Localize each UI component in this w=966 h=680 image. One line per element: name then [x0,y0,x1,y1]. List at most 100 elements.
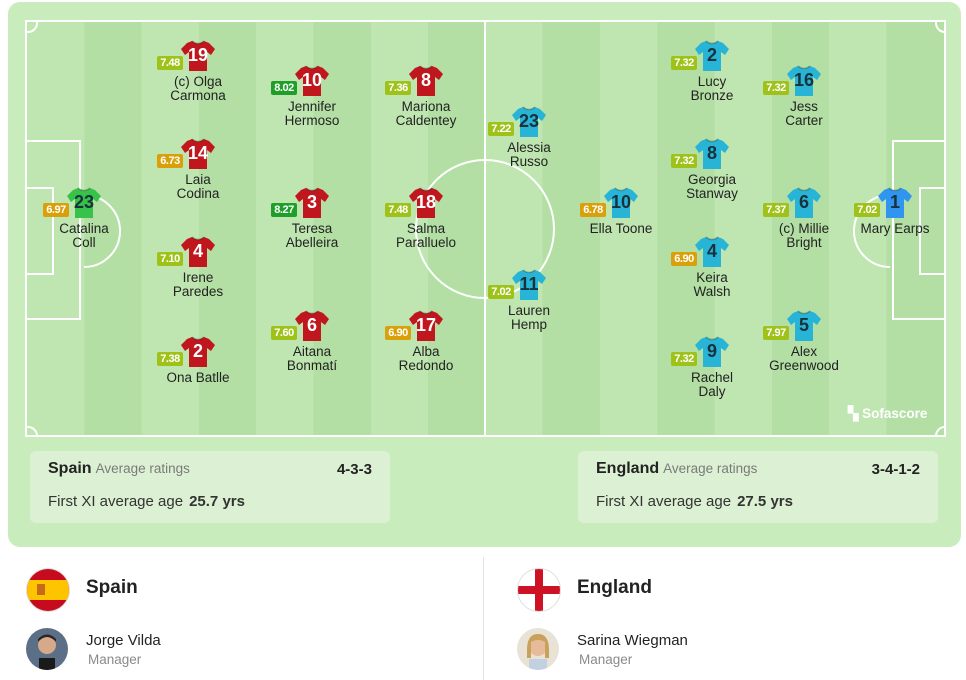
manager-role: Manager [579,652,633,667]
shirt-icon: 5 7.97 [763,310,821,342]
player-spain[interactable]: 3 8.27 Teresa Abelleira [237,187,387,250]
player-england[interactable]: 4 6.90 Keira Walsh [637,236,787,299]
player-england[interactable]: 11 7.02 Lauren Hemp [454,269,604,332]
shirt-number: 2 [706,45,717,65]
player-england[interactable]: 8 7.32 Georgia Stanway [637,138,787,201]
shirt-number: 1 [889,192,900,212]
shirt-number: 11 [519,274,539,294]
shirt-icon: 4 6.90 [671,236,729,268]
player-name: Alessia Russo [507,140,551,169]
player-spain[interactable]: 4 7.10 Irene Paredes [123,236,273,299]
summary-team: Spain Average ratings [48,460,190,478]
rating-badge: 7.10 [157,252,183,266]
corner-arc [27,22,38,33]
average-ratings-label: Average ratings [95,461,190,476]
corner-arc [935,426,944,435]
spain-flag-icon [26,568,70,612]
player-spain[interactable]: 23 6.97 Catalina Coll [9,187,159,250]
shirt-number: 16 [793,70,815,90]
left-goal-area [27,187,54,275]
rating-badge: 8.02 [271,81,297,95]
player-name: Keira Walsh [693,270,731,299]
lineup-card: 23 6.97 Catalina Coll 19 7.48 (c) Olga Carmon… [8,2,961,547]
shirt-number: 6 [798,192,809,212]
manager-avatar[interactable] [517,628,559,670]
player-spain[interactable]: 19 7.48 (c) Olga Carmona [123,40,273,103]
player-spain[interactable]: 2 7.38 Ona Batlle [123,336,273,385]
shirt-number: 23 [518,111,540,131]
sofascore-icon: ▚ [848,406,859,421]
manager-avatar[interactable] [26,628,68,670]
player-spain[interactable]: 10 8.02 Jennifer Hermoso [237,65,387,128]
player-england[interactable]: 10 6.78 Ella Toone [546,187,696,236]
shirt-icon: 14 6.73 [157,138,215,170]
shirt-number: 8 [706,143,717,163]
shirt-number: 10 [610,192,632,212]
shirt-number: 19 [187,45,209,65]
player-spain[interactable]: 8 7.36 Mariona Caldentey [351,65,501,128]
player-spain[interactable]: 14 6.73 Laia Codina [123,138,273,201]
player-england[interactable]: 2 7.32 Lucy Bronze [637,40,787,103]
player-england[interactable]: 6 7.37 (c) Millie Bright [729,187,879,250]
shirt-number: 14 [187,143,209,163]
rating-badge: 7.38 [157,352,183,366]
player-name: Lucy Bronze [690,74,734,103]
shirt-icon: 9 7.32 [671,336,729,368]
player-name: Laia Codina [176,172,220,201]
player-spain[interactable]: 17 6.90 Alba Redondo [351,310,501,373]
shirt-number: 18 [415,192,437,212]
shirt-number: 8 [420,70,431,90]
manager-name-link[interactable]: Jorge Vilda [86,632,161,649]
spain-team-info: Spain Jorge Vilda Manager [6,560,476,680]
formation: 3-4-1-2 [871,461,920,478]
left-penalty-area [27,140,81,320]
shirt-icon: 8 7.32 [671,138,729,170]
team-name-link[interactable]: England [577,577,652,598]
player-spain[interactable]: 18 7.48 Salma Paralluelo [351,187,501,250]
team-name-link[interactable]: Spain [86,577,138,598]
divider [483,557,484,680]
shirt-icon: 2 7.32 [671,40,729,72]
player-name: Teresa Abelleira [285,221,339,250]
shirt-number: 3 [306,192,317,212]
shirt-number: 10 [301,70,323,90]
shirt-number: 17 [415,315,437,335]
player-spain[interactable]: 6 7.60 Aitana Bonmatí [237,310,387,373]
player-england[interactable]: 9 7.32 Rachel Daly [637,336,787,399]
player-england[interactable]: 5 7.97 Alex Greenwood [729,310,879,373]
player-name: Catalina Coll [59,221,109,250]
shirt-icon: 3 8.27 [271,187,329,219]
formation: 4-3-3 [336,461,372,478]
corner-arc [935,22,944,33]
average-age-value: 25.7 yrs [189,493,245,510]
shirt-icon: 1 7.02 [854,187,912,219]
shirt-icon: 23 7.22 [488,106,546,138]
player-name: Salma Paralluelo [395,221,457,250]
shirt-icon: 23 6.97 [43,187,101,219]
average-ratings-label: Average ratings [663,461,758,476]
shirt-icon: 17 6.90 [385,310,443,342]
average-age-label: First XI average age [48,493,184,510]
shirt-number: 9 [706,341,717,361]
player-name: Mariona Caldentey [395,99,457,128]
rating-badge: 7.32 [671,352,697,366]
shirt-number: 2 [192,341,203,361]
rating-badge: 7.48 [385,203,411,217]
player-name: Lauren Hemp [507,303,551,332]
player-name: Aitana Bonmatí [286,344,338,373]
right-penalty-area [892,140,944,320]
shirt-icon: 2 7.38 [157,336,215,368]
player-name: Ona Batlle [166,370,230,385]
rating-badge: 7.02 [854,203,880,217]
player-england[interactable]: 23 7.22 Alessia Russo [454,106,604,169]
summary-team-name: Spain [48,460,92,477]
player-name: Rachel Daly [690,370,734,399]
player-england[interactable]: 1 7.02 Mary Earps [820,187,966,236]
player-england[interactable]: 16 7.32 Jess Carter [729,65,879,128]
rating-badge: 7.37 [763,203,789,217]
rating-badge: 7.36 [385,81,411,95]
shirt-icon: 6 7.60 [271,310,329,342]
manager-name-link[interactable]: Sarina Wiegman [577,632,688,649]
average-age-value: 27.5 yrs [737,493,793,510]
average-age-label: First XI average age [596,493,732,510]
